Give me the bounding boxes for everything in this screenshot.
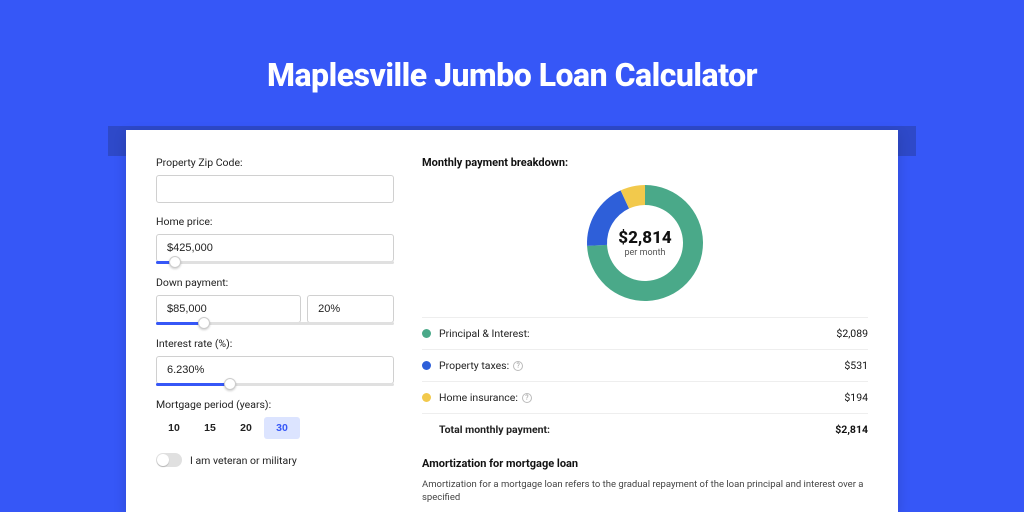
slider-fill xyxy=(156,322,204,325)
amortization-text: Amortization for a mortgage loan refers … xyxy=(422,478,868,505)
zip-label: Property Zip Code: xyxy=(156,156,394,169)
veteran-toggle[interactable] xyxy=(156,453,182,467)
legend-row: Principal & Interest:$2,089 xyxy=(422,318,868,350)
period-option-20[interactable]: 20 xyxy=(228,417,264,439)
interest-input[interactable] xyxy=(156,356,394,384)
legend-total-label: Total monthly payment: xyxy=(439,423,835,436)
legend-value: $531 xyxy=(844,359,868,372)
card-inner: Property Zip Code: Home price: Down paym… xyxy=(126,130,898,505)
donut-amount: $2,814 xyxy=(618,228,671,248)
legend-total-row: Total monthly payment:$2,814 xyxy=(422,414,868,445)
period-field-group: Mortgage period (years): 10152030 xyxy=(156,398,394,439)
interest-field-group: Interest rate (%): xyxy=(156,337,394,386)
legend-swatch xyxy=(422,361,431,370)
legend-value: $194 xyxy=(844,391,868,404)
home-price-slider[interactable] xyxy=(156,261,394,264)
legend-value: $2,089 xyxy=(836,327,868,340)
zip-input[interactable] xyxy=(156,175,394,203)
help-icon[interactable]: ? xyxy=(513,361,523,371)
donut-chart: $2,814 per month xyxy=(585,183,705,303)
zip-field-group: Property Zip Code: xyxy=(156,156,394,203)
breakdown-title: Monthly payment breakdown: xyxy=(422,156,868,169)
slider-fill xyxy=(156,383,230,386)
calculator-card: Property Zip Code: Home price: Down paym… xyxy=(126,130,898,512)
slider-thumb[interactable] xyxy=(198,317,210,329)
interest-label: Interest rate (%): xyxy=(156,337,394,350)
period-label: Mortgage period (years): xyxy=(156,398,394,411)
interest-slider[interactable] xyxy=(156,383,394,386)
donut-center: $2,814 per month xyxy=(585,183,705,303)
down-payment-pct-input[interactable] xyxy=(307,295,394,323)
veteran-label: I am veteran or military xyxy=(190,454,297,467)
legend-label: Principal & Interest: xyxy=(439,327,836,340)
veteran-toggle-row: I am veteran or military xyxy=(156,453,394,467)
down-payment-row xyxy=(156,295,394,323)
legend-total-value: $2,814 xyxy=(835,423,868,436)
down-payment-label: Down payment: xyxy=(156,276,394,289)
legend-label: Property taxes: ? xyxy=(439,359,844,372)
slider-thumb[interactable] xyxy=(169,256,181,268)
period-options: 10152030 xyxy=(156,417,394,439)
page-title: Maplesville Jumbo Loan Calculator xyxy=(0,0,1024,94)
legend-row: Property taxes: ?$531 xyxy=(422,350,868,382)
home-price-field-group: Home price: xyxy=(156,215,394,264)
down-payment-field-group: Down payment: xyxy=(156,276,394,325)
period-option-15[interactable]: 15 xyxy=(192,417,228,439)
home-price-input[interactable] xyxy=(156,234,394,262)
amortization-section: Amortization for mortgage loan Amortizat… xyxy=(422,457,868,505)
breakdown-column: Monthly payment breakdown: $2,814 per mo… xyxy=(422,156,868,505)
slider-thumb[interactable] xyxy=(224,378,236,390)
toggle-knob xyxy=(157,454,169,466)
down-payment-input[interactable] xyxy=(156,295,301,323)
legend-swatch xyxy=(422,393,431,402)
legend-swatch xyxy=(422,329,431,338)
amortization-title: Amortization for mortgage loan xyxy=(422,457,868,470)
home-price-label: Home price: xyxy=(156,215,394,228)
form-column: Property Zip Code: Home price: Down paym… xyxy=(156,156,394,505)
period-option-30[interactable]: 30 xyxy=(264,417,300,439)
down-payment-slider[interactable] xyxy=(156,322,394,325)
page: Maplesville Jumbo Loan Calculator Proper… xyxy=(0,0,1024,512)
legend-label: Home insurance: ? xyxy=(439,391,844,404)
legend-row: Home insurance: ?$194 xyxy=(422,382,868,414)
legend: Principal & Interest:$2,089Property taxe… xyxy=(422,317,868,445)
donut-area: $2,814 per month xyxy=(422,177,868,317)
help-icon[interactable]: ? xyxy=(522,393,532,403)
donut-sub: per month xyxy=(624,248,665,258)
period-option-10[interactable]: 10 xyxy=(156,417,192,439)
